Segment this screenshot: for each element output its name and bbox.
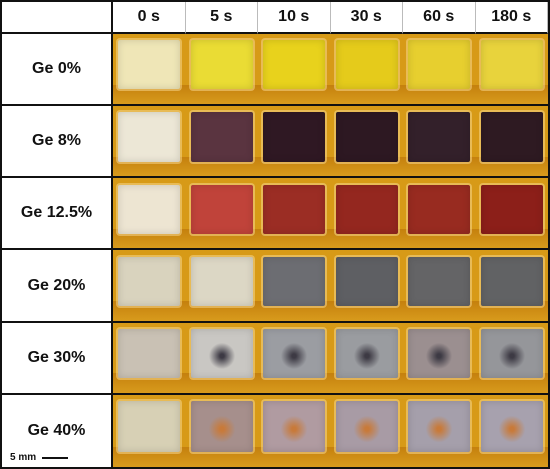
sample-square	[263, 40, 326, 90]
sample-square	[190, 328, 253, 379]
sample-square	[263, 256, 326, 306]
sample-photo	[475, 250, 548, 323]
sample-square	[190, 40, 253, 90]
corner-cell	[2, 2, 113, 34]
time-column-header: 5 s	[185, 2, 258, 34]
sample-photo	[403, 34, 476, 107]
sample-photo	[403, 394, 476, 467]
sample-square	[190, 401, 253, 452]
sample-photo	[113, 106, 186, 179]
sample-square	[480, 328, 543, 379]
sample-square	[335, 256, 398, 306]
time-column-header: 10 s	[258, 2, 331, 34]
sample-photo	[258, 250, 331, 323]
sample-photo	[113, 250, 186, 323]
sample-square	[263, 328, 326, 379]
sample-square	[335, 184, 398, 234]
sample-photo	[113, 178, 186, 251]
sample-square	[335, 328, 398, 379]
sample-photo	[185, 250, 258, 323]
sample-photo	[113, 394, 186, 467]
sample-square	[118, 184, 181, 234]
sample-square	[408, 40, 471, 90]
sample-photo	[475, 322, 548, 395]
composition-row-label: Ge 30%	[2, 322, 113, 395]
sample-photo	[258, 106, 331, 179]
sample-photo	[403, 322, 476, 395]
sample-photo	[330, 178, 403, 251]
sample-photo	[185, 178, 258, 251]
sample-photo	[113, 322, 186, 395]
time-column-header: 30 s	[330, 2, 403, 34]
sample-square	[190, 256, 253, 306]
sample-square	[118, 401, 181, 452]
sample-square	[118, 328, 181, 379]
sample-photo	[113, 34, 186, 107]
sample-square	[408, 112, 471, 162]
sample-photo	[185, 34, 258, 107]
sample-square	[190, 112, 253, 162]
sample-photo	[475, 178, 548, 251]
sample-square	[263, 184, 326, 234]
sample-photo	[403, 250, 476, 323]
scale-bar-label: 5 mm	[10, 452, 37, 463]
sample-square	[190, 184, 253, 234]
sample-square	[480, 184, 543, 234]
sample-photo	[403, 178, 476, 251]
sample-square	[335, 401, 398, 452]
sample-photo	[330, 250, 403, 323]
sample-square	[408, 256, 471, 306]
composition-row-label: Ge 12.5%	[2, 178, 113, 251]
sample-photo	[330, 106, 403, 179]
sample-photo	[330, 322, 403, 395]
time-column-header: 0 s	[113, 2, 186, 34]
sample-photo	[185, 106, 258, 179]
sample-photo	[185, 322, 258, 395]
sample-photo	[330, 394, 403, 467]
sample-photo	[403, 106, 476, 179]
composition-row-label: Ge 20%	[2, 250, 113, 323]
time-column-header: 180 s	[475, 2, 548, 34]
time-column-header: 60 s	[403, 2, 476, 34]
sample-photo	[258, 34, 331, 107]
sample-square	[263, 401, 326, 452]
sample-photo	[258, 178, 331, 251]
sample-photo	[185, 394, 258, 467]
sample-square	[480, 256, 543, 306]
sample-photo	[475, 34, 548, 107]
sample-square	[335, 112, 398, 162]
sample-square	[408, 184, 471, 234]
sample-photo	[258, 394, 331, 467]
composition-row-label: Ge 40%	[2, 394, 113, 467]
sample-square	[480, 112, 543, 162]
sample-photo	[475, 106, 548, 179]
sample-square	[408, 401, 471, 452]
composition-row-label: Ge 0%	[2, 34, 113, 107]
scale-bar-line	[42, 456, 69, 459]
sample-photo	[475, 394, 548, 467]
sample-square	[480, 40, 543, 90]
sample-square	[480, 401, 543, 452]
sample-square	[118, 40, 181, 90]
sample-square	[408, 328, 471, 379]
sample-square	[335, 40, 398, 90]
sample-square	[263, 112, 326, 162]
scale-bar: 5 mm	[10, 452, 69, 463]
sample-square	[118, 112, 181, 162]
sample-square	[118, 256, 181, 306]
sample-photo	[330, 34, 403, 107]
sample-photo	[258, 322, 331, 395]
composition-row-label: Ge 8%	[2, 106, 113, 179]
